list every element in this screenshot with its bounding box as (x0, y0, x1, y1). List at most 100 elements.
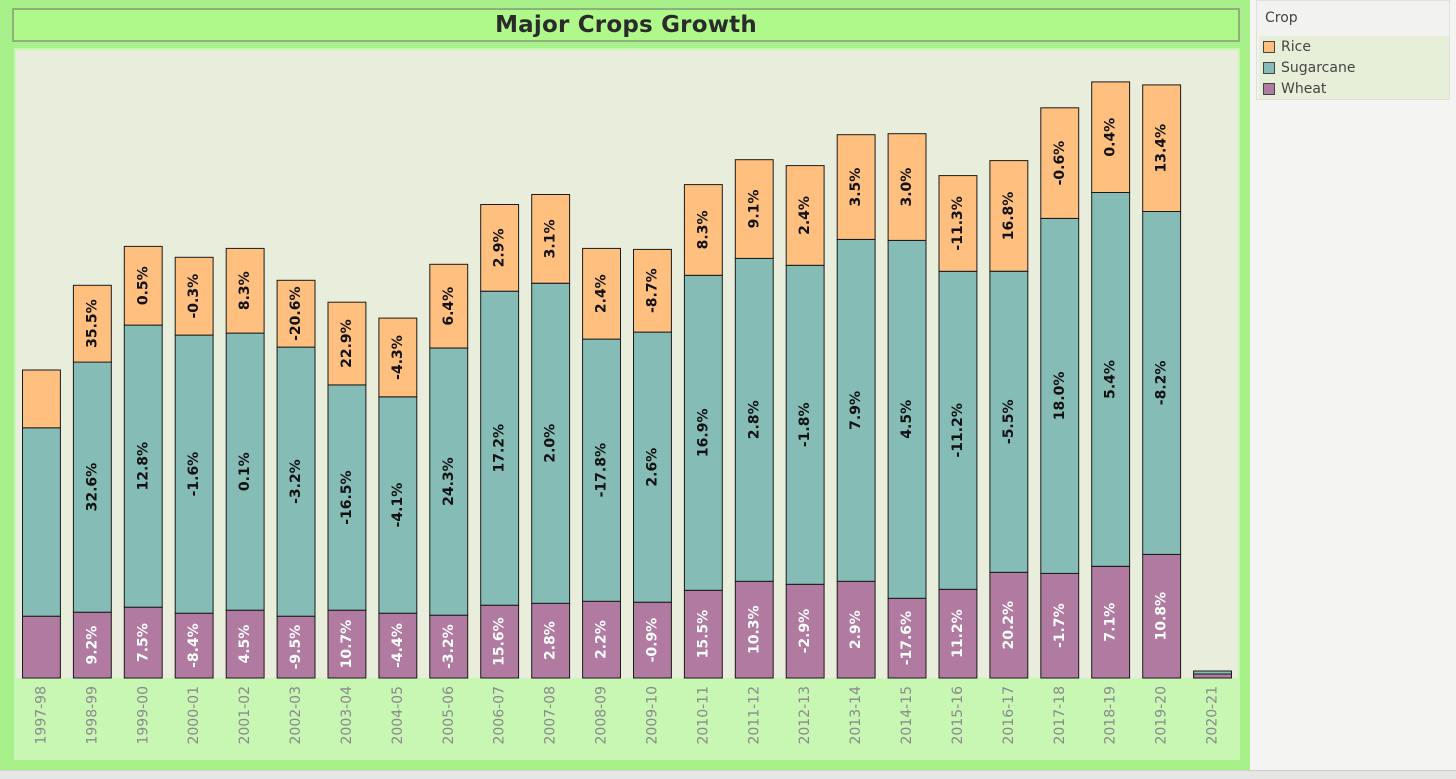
legend-label-wheat: Wheat (1281, 81, 1327, 97)
bar-wheat-2003-04[interactable] (327, 609, 367, 679)
bar-wheat-2015-16[interactable] (938, 588, 978, 679)
data-label-rice-2015-16: -11.3% (950, 196, 966, 250)
x-tick-label-2007-08: 2007-08 (543, 686, 559, 745)
bar-wheat-2012-13[interactable] (785, 583, 825, 679)
x-tick-label-2004-05: 2004-05 (390, 686, 406, 745)
bar-rice-2002-03[interactable] (276, 279, 316, 348)
bar-rice-2013-14[interactable] (836, 134, 876, 240)
data-label-wheat-2013-14: 2.9% (848, 610, 864, 649)
data-label-rice-2016-17: 16.8% (1001, 192, 1017, 241)
bar-rice-2004-05[interactable] (378, 317, 418, 398)
bar-rice-2014-15[interactable] (887, 133, 927, 241)
bar-rice-1998-99[interactable] (72, 284, 112, 363)
bar-sugarcane-2010-11[interactable] (683, 274, 723, 591)
plot-background (16, 50, 1238, 678)
x-tick-label-2000-01: 2000-01 (186, 686, 202, 745)
bar-sugarcane-2012-13[interactable] (785, 264, 825, 585)
bar-wheat-2000-01[interactable] (174, 612, 214, 679)
bar-rice-1997-98[interactable] (22, 369, 61, 429)
data-label-rice-2003-04: 22.9% (339, 319, 355, 368)
data-label-sugarcane-2000-01: -1.6% (186, 452, 202, 497)
bar-sugarcane-2015-16[interactable] (938, 270, 978, 590)
bar-rice-2012-13[interactable] (785, 165, 825, 266)
bar-sugarcane-2017-18[interactable] (1040, 218, 1080, 574)
bar-wheat-2008-09[interactable] (582, 600, 621, 679)
data-label-sugarcane-1999-00: 12.8% (135, 442, 151, 491)
bar-wheat-2011-12[interactable] (734, 580, 774, 679)
bar-sugarcane-2014-15[interactable] (887, 239, 927, 599)
data-label-rice-1998-99: 35.5% (84, 299, 100, 348)
data-label-rice-2014-15: 3.0% (899, 168, 915, 207)
bar-rice-2000-01[interactable] (174, 256, 214, 336)
chart-title: Major Crops Growth (495, 12, 757, 38)
bar-rice-2010-11[interactable] (683, 184, 723, 276)
bar-sugarcane-2006-07[interactable] (480, 290, 520, 606)
bar-rice-2001-02[interactable] (225, 247, 265, 334)
legend-item-wheat[interactable]: Wheat (1263, 79, 1326, 99)
bar-sugarcane-2018-19[interactable] (1091, 192, 1131, 567)
bar-wheat-2018-19[interactable] (1091, 565, 1131, 679)
bar-rice-2008-09[interactable] (582, 247, 621, 340)
bar-wheat-2013-14[interactable] (836, 580, 876, 679)
bar-rice-2015-16[interactable] (938, 175, 978, 272)
bar-sugarcane-2013-14[interactable] (836, 238, 876, 582)
bar-wheat-2002-03[interactable] (276, 615, 316, 679)
bar-sugarcane-2000-01[interactable] (174, 334, 214, 614)
bar-sugarcane-2005-06[interactable] (429, 347, 469, 616)
data-label-sugarcane-2004-05: -4.1% (390, 483, 406, 528)
stacked-bar-chart[interactable]: 1997-98 9.2% 32.6% 35.5% 1998-99 7.5% 12.8% 0.5… (14, 48, 1240, 760)
data-label-rice-2013-14: 3.5% (848, 168, 864, 207)
bar-sugarcane-1997-98[interactable] (22, 427, 61, 617)
bar-rice-2017-18[interactable] (1040, 107, 1080, 219)
bar-sugarcane-2002-03[interactable] (276, 346, 316, 617)
bar-rice-2003-04[interactable] (327, 301, 367, 386)
bar-sugarcane-2008-09[interactable] (582, 338, 621, 602)
data-label-wheat-2001-02: 4.5% (237, 625, 253, 664)
bar-rice-2016-17[interactable] (989, 160, 1029, 272)
bar-rice-2009-10[interactable] (633, 248, 672, 333)
bar-wheat-1997-98[interactable] (22, 615, 61, 679)
data-label-rice-2002-03: -20.6% (288, 287, 304, 341)
bar-sugarcane-2004-05[interactable] (378, 396, 418, 614)
bar-wheat-2009-10[interactable] (633, 601, 672, 679)
bar-rice-2011-12[interactable] (734, 159, 774, 259)
bar-sugarcane-2003-04[interactable] (327, 384, 367, 611)
bar-wheat-2005-06[interactable] (429, 614, 469, 679)
bar-rice-1999-00[interactable] (123, 245, 163, 326)
bar-sugarcane-2007-08[interactable] (531, 282, 571, 604)
x-tick-label-2008-09: 2008-09 (594, 686, 610, 745)
x-tick-label-1999-00: 1999-00 (135, 686, 151, 745)
bar-sugarcane-2009-10[interactable] (633, 331, 672, 603)
bar-sugarcane-2016-17[interactable] (989, 270, 1029, 573)
bar-sugarcane-1999-00[interactable] (123, 324, 163, 608)
data-label-rice-2010-11: 8.3% (695, 210, 711, 249)
x-tick-label-2014-15: 2014-15 (899, 686, 915, 745)
bar-wheat-1999-00[interactable] (123, 606, 163, 679)
bar-wheat-2007-08[interactable] (531, 602, 571, 679)
bar-sugarcane-2020-21[interactable] (1193, 670, 1232, 675)
bar-wheat-2004-05[interactable] (378, 612, 418, 679)
bar-rice-2019-20[interactable] (1142, 84, 1182, 212)
x-tick-label-2012-13: 2012-13 (797, 686, 813, 745)
bar-sugarcane-2001-02[interactable] (225, 332, 265, 611)
legend-item-rice[interactable]: Rice (1263, 37, 1311, 57)
legend-swatch-sugarcane (1263, 62, 1275, 74)
data-label-wheat-1999-00: 7.5% (135, 623, 151, 662)
bar-rice-2005-06[interactable] (429, 263, 469, 349)
bar-rice-2007-08[interactable] (531, 194, 571, 284)
bar-rice-2018-19[interactable] (1091, 81, 1131, 193)
bar-wheat-1998-99[interactable] (72, 611, 112, 679)
legend-item-sugarcane[interactable]: Sugarcane (1263, 58, 1355, 78)
data-label-wheat-2002-03: -9.5% (288, 625, 304, 670)
data-label-sugarcane-2003-04: -16.5% (339, 470, 355, 524)
bar-rice-2006-07[interactable] (480, 204, 520, 292)
bar-sugarcane-2019-20[interactable] (1142, 211, 1182, 555)
data-label-wheat-2007-08: 2.8% (543, 621, 559, 660)
data-label-wheat-2019-20: 10.8% (1154, 592, 1170, 641)
x-tick-label-2010-11: 2010-11 (695, 686, 711, 745)
bar-wheat-2010-11[interactable] (683, 589, 723, 679)
data-label-sugarcane-2011-12: 2.8% (746, 400, 762, 439)
data-label-sugarcane-2005-06: 24.3% (441, 457, 457, 506)
bar-wheat-2020-21[interactable] (1193, 673, 1232, 679)
bar-wheat-2016-17[interactable] (989, 571, 1029, 679)
